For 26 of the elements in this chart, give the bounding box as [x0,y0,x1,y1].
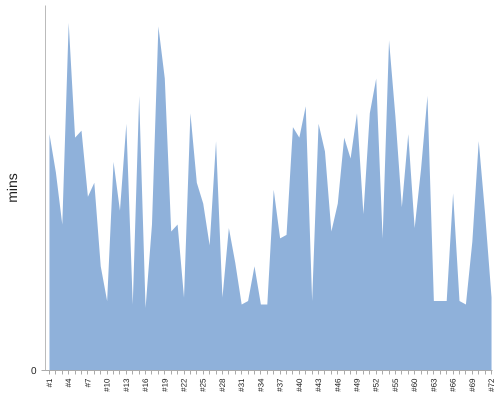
x-tick-label: #46 [333,378,342,392]
x-tick-label: #40 [294,378,304,392]
y-axis-title: mins [4,173,20,203]
x-tick-label: #37 [276,378,285,392]
x-tick-label: #34 [256,378,266,392]
text: 0 [30,366,37,377]
x-tick-label: #31 [237,378,246,392]
x-tick-label: #63 [429,378,438,392]
x-tick-label: #1 [44,378,54,388]
x-tick-label: #52 [372,378,381,392]
x-tick-label: #4 [64,378,74,388]
x-tick-label: #49 [352,378,362,392]
x-tick-label: #43 [314,378,324,392]
x-tick-label: #72 [487,378,496,392]
x-tick-label: #22 [180,378,189,392]
x-tick-label: #16 [141,378,150,392]
x-tick-label: #60 [410,378,420,392]
x-tick-label: #10 [102,378,112,392]
x-tick-label: #66 [448,378,458,392]
x-tick-label: #28 [218,378,227,392]
x-tick-label: #19 [160,378,170,392]
x-tick-label: #25 [198,378,208,392]
x-tick-label: #7 [83,378,92,388]
x-tick-label: #69 [468,378,477,392]
x-tick-label: #13 [122,378,131,392]
x-tick-label: #55 [390,378,400,392]
